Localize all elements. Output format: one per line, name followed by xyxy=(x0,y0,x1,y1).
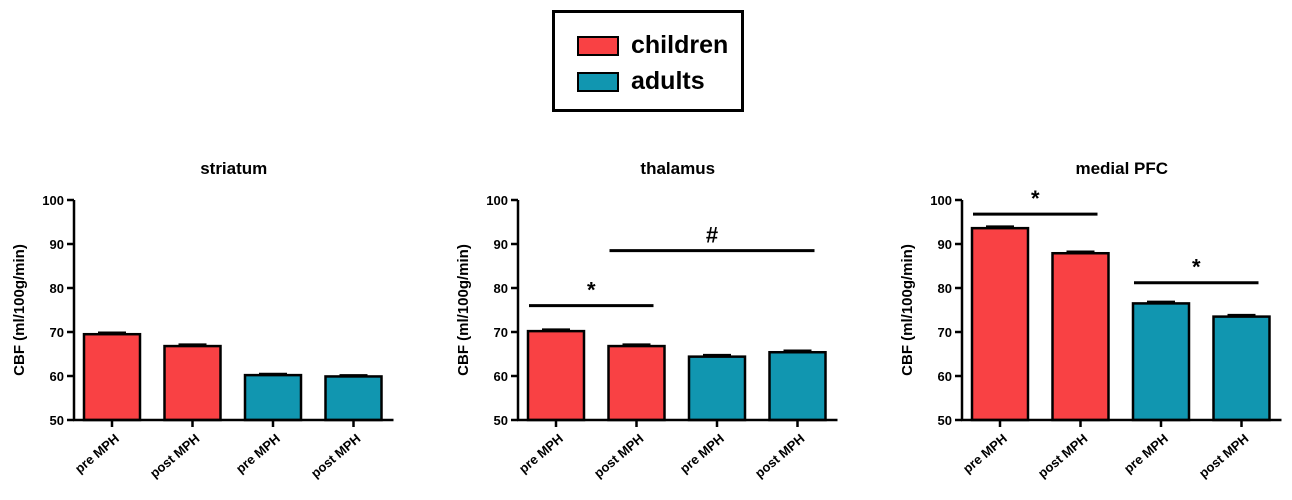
y-tick-label: 70 xyxy=(494,325,508,340)
x-tick-label: pre MPH xyxy=(1121,431,1171,476)
significance-label: * xyxy=(587,278,596,303)
y-tick-label: 70 xyxy=(50,325,64,340)
bar xyxy=(526,329,586,422)
x-tick-label: post MPH xyxy=(1196,431,1252,481)
legend-item-children: children xyxy=(577,33,728,58)
y-tick-label: 50 xyxy=(494,413,508,428)
bar xyxy=(243,373,303,422)
x-tick-label: post MPH xyxy=(752,431,808,481)
y-tick-label: 60 xyxy=(938,369,952,384)
y-tick-label: 80 xyxy=(494,281,508,296)
y-tick-label: 50 xyxy=(50,413,64,428)
legend-swatch-adults xyxy=(577,71,619,92)
bar xyxy=(970,226,1030,422)
bar xyxy=(1212,315,1271,422)
significance-label: * xyxy=(1192,255,1201,280)
x-tick-label: pre MPH xyxy=(677,431,727,476)
y-tick-label: 80 xyxy=(938,281,952,296)
x-tick-label: post MPH xyxy=(147,431,203,481)
chart-panel-2: medial PFC CBF (ml/100g/min) 50 60 70 80 90 100… xyxy=(899,159,1282,481)
panel-title: thalamus xyxy=(640,159,715,178)
legend-label-children: children xyxy=(631,31,729,59)
legend-item-adults: adults xyxy=(577,69,705,94)
y-tick-label: 90 xyxy=(938,237,952,252)
bar xyxy=(324,375,383,422)
panel-title: medial PFC xyxy=(1075,159,1168,178)
y-tick-label: 80 xyxy=(50,281,64,296)
chart-panel-1: thalamus CBF (ml/100g/min) 50 60 70 80 90 100 pr… xyxy=(455,159,838,481)
y-tick-label: 50 xyxy=(938,413,952,428)
bar xyxy=(768,350,827,422)
bar xyxy=(687,355,747,422)
x-tick-label: post MPH xyxy=(308,431,364,481)
bar xyxy=(163,344,222,422)
bar xyxy=(82,332,142,422)
y-axis-title: CBF (ml/100g/min) xyxy=(899,244,916,376)
y-tick-label: 100 xyxy=(486,193,508,208)
panel-title: striatum xyxy=(200,159,267,178)
x-tick-label: post MPH xyxy=(591,431,647,481)
legend: children adults xyxy=(552,10,744,112)
x-tick-label: pre MPH xyxy=(72,431,122,476)
bar xyxy=(1051,251,1110,422)
y-tick-label: 60 xyxy=(50,369,64,384)
y-axis-title: CBF (ml/100g/min) xyxy=(455,244,472,376)
legend-label-adults: adults xyxy=(631,67,705,95)
chart-panel-0: striatum CBF (ml/100g/min) 50 60 70 80 90 100 pr… xyxy=(11,159,394,481)
bar xyxy=(1131,302,1191,422)
y-tick-label: 100 xyxy=(930,193,952,208)
y-tick-label: 60 xyxy=(494,369,508,384)
y-axis-title: CBF (ml/100g/min) xyxy=(11,244,28,376)
x-tick-label: pre MPH xyxy=(233,431,283,476)
significance-label: * xyxy=(1031,186,1040,211)
y-tick-label: 70 xyxy=(938,325,952,340)
bar xyxy=(607,344,666,422)
y-tick-label: 100 xyxy=(42,193,64,208)
x-tick-label: pre MPH xyxy=(516,431,566,476)
significance-label: # xyxy=(706,223,718,248)
y-tick-label: 90 xyxy=(50,237,64,252)
x-tick-label: post MPH xyxy=(1035,431,1091,481)
legend-swatch-children xyxy=(577,35,619,56)
y-tick-label: 90 xyxy=(494,237,508,252)
x-tick-label: pre MPH xyxy=(960,431,1010,476)
